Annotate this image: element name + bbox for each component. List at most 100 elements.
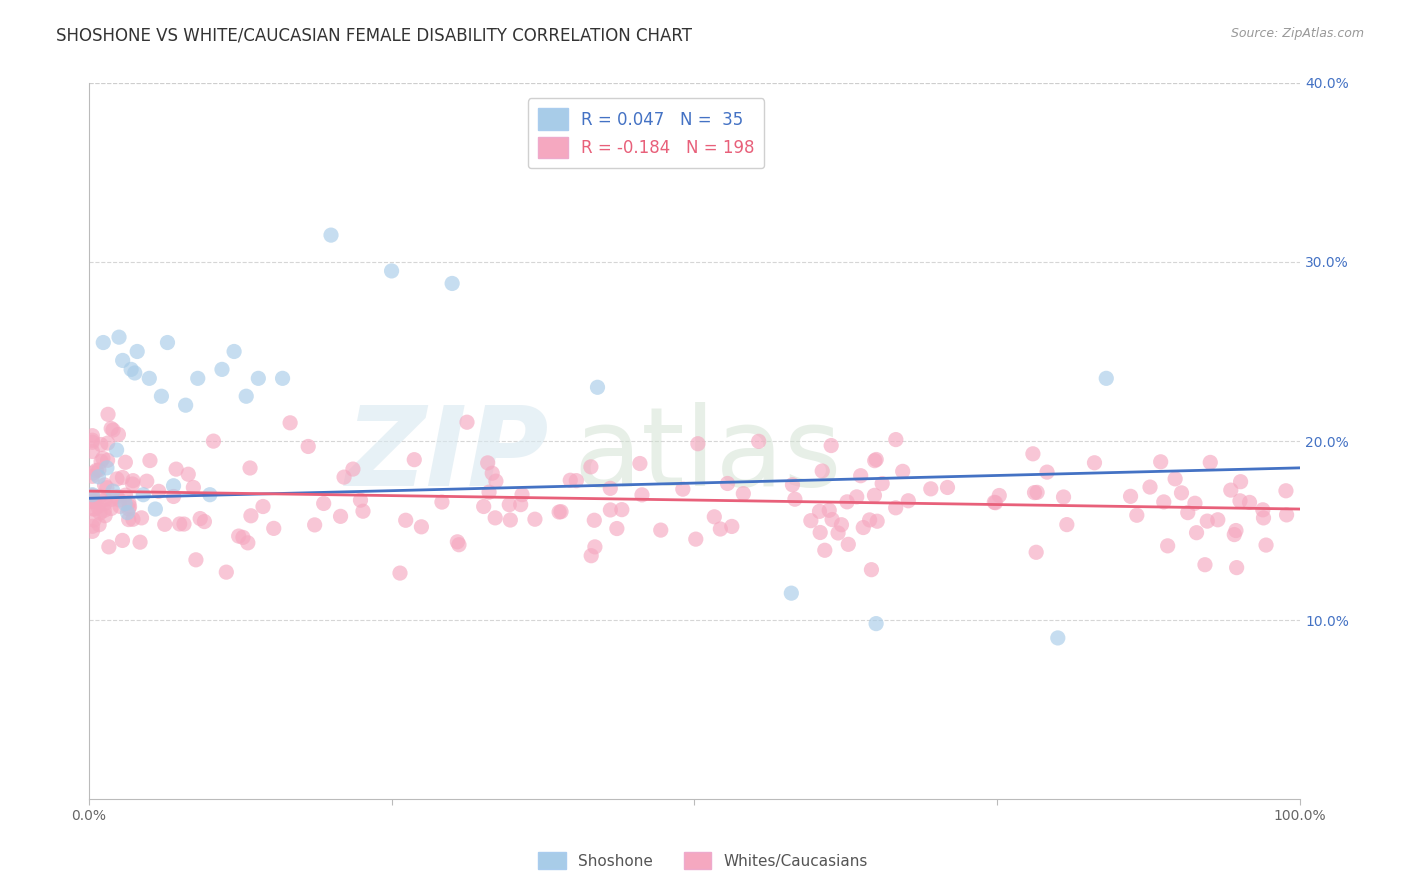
Point [606, 522, 628, 536]
Point [599, 481, 621, 495]
Point [1036, 465, 1059, 479]
Point [97, 436, 120, 450]
Point [118, 500, 141, 514]
Point [800, 514, 823, 528]
Point [153, 517, 176, 532]
Point [863, 453, 886, 467]
Point [183, 480, 205, 494]
Point [349, 493, 371, 508]
Point [118, 502, 141, 516]
Point [107, 427, 129, 442]
Point [599, 503, 621, 517]
Point [830, 517, 852, 532]
Point [821, 512, 844, 526]
Point [150, 389, 173, 403]
Point [329, 509, 352, 524]
Point [312, 496, 335, 510]
Point [845, 490, 868, 504]
Point [1206, 513, 1229, 527]
Point [1177, 506, 1199, 520]
Point [122, 474, 145, 488]
Point [187, 371, 209, 385]
Point [297, 440, 319, 454]
Point [114, 497, 136, 511]
Point [884, 433, 907, 447]
Point [1229, 493, 1251, 508]
Point [177, 467, 200, 482]
Point [120, 362, 142, 376]
Point [193, 515, 215, 529]
Point [239, 508, 262, 523]
Point [1184, 496, 1206, 510]
Point [173, 516, 195, 531]
Point [94, 492, 117, 507]
Point [138, 371, 160, 385]
Point [82, 428, 104, 442]
Point [94, 508, 117, 523]
Point [83, 494, 105, 508]
Point [808, 525, 831, 540]
Point [1126, 508, 1149, 523]
Point [1225, 524, 1247, 538]
Point [498, 498, 520, 512]
Point [94, 496, 117, 510]
Point [1170, 486, 1192, 500]
Point [1226, 560, 1249, 574]
Point [87, 517, 110, 532]
Point [82, 434, 104, 448]
Point [135, 474, 157, 488]
Point [1251, 503, 1274, 517]
Point [236, 536, 259, 550]
Point [510, 488, 533, 502]
Point [456, 415, 478, 429]
Point [247, 371, 270, 385]
Point [82, 469, 104, 483]
Point [481, 467, 503, 481]
Point [252, 500, 274, 514]
Point [108, 500, 131, 514]
Point [111, 470, 134, 484]
Point [139, 453, 162, 467]
Point [484, 511, 506, 525]
Point [1219, 483, 1241, 497]
Point [1046, 631, 1069, 645]
Point [509, 498, 531, 512]
Point [870, 476, 893, 491]
Point [1153, 495, 1175, 509]
Point [808, 504, 831, 518]
Point [499, 513, 522, 527]
Point [202, 434, 225, 449]
Point [811, 464, 834, 478]
Point [583, 540, 606, 554]
Point [101, 492, 124, 507]
Text: atlas: atlas [574, 401, 842, 508]
Point [783, 492, 806, 507]
Point [780, 586, 803, 600]
Point [93, 503, 115, 517]
Point [188, 511, 211, 525]
Point [446, 534, 468, 549]
Point [404, 452, 426, 467]
Point [87, 500, 110, 514]
Point [447, 538, 470, 552]
Point [849, 468, 872, 483]
Legend: Shoshone, Whites/Caucasians: Shoshone, Whites/Caucasians [533, 846, 873, 875]
Point [523, 512, 546, 526]
Point [720, 519, 742, 533]
Point [1239, 495, 1261, 509]
Point [897, 493, 920, 508]
Point [82, 488, 104, 502]
Point [672, 482, 695, 496]
Point [411, 520, 433, 534]
Point [90, 454, 112, 468]
Point [628, 457, 651, 471]
Point [127, 344, 149, 359]
Text: SHOSHONE VS WHITE/CAUCASIAN FEMALE DISABILITY CORRELATION CHART: SHOSHONE VS WHITE/CAUCASIAN FEMALE DISAB… [56, 27, 692, 45]
Point [782, 477, 804, 491]
Point [122, 512, 145, 526]
Point [169, 516, 191, 531]
Point [118, 512, 141, 526]
Point [1194, 558, 1216, 572]
Point [814, 543, 837, 558]
Point [548, 505, 571, 519]
